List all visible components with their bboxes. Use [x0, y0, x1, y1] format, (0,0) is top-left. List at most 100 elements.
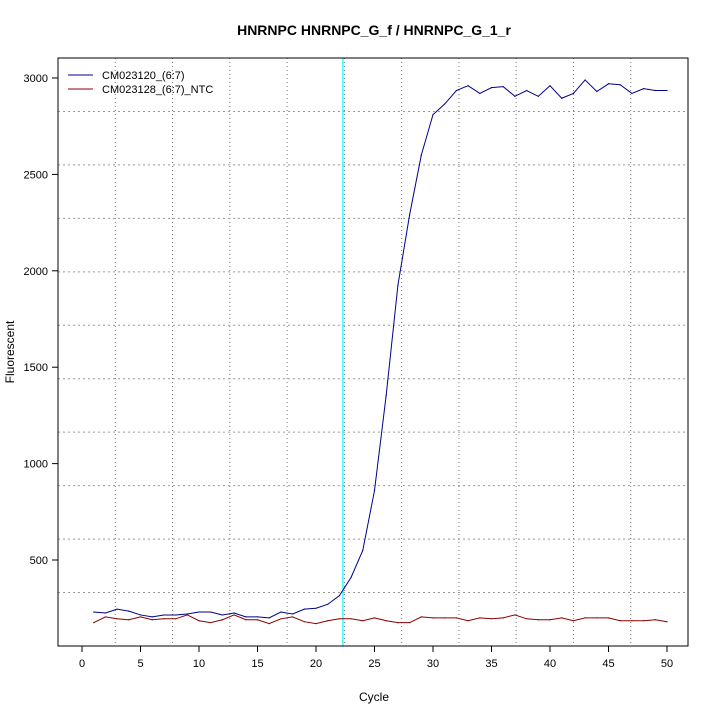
data-point [175, 614, 177, 616]
legend-label: CM023128_(6:7)_NTC [102, 84, 213, 96]
y-tick-label: 1000 [24, 459, 48, 471]
data-point [315, 607, 317, 609]
x-tick-label: 25 [368, 658, 380, 670]
data-point [104, 612, 106, 614]
y-tick-label: 2000 [24, 266, 48, 278]
data-point [303, 608, 305, 610]
data-point [280, 611, 282, 613]
data-point [619, 84, 621, 86]
data-point [139, 616, 142, 618]
data-point [397, 622, 399, 624]
data-point [221, 614, 223, 616]
data-point [175, 618, 177, 620]
plot-frame [57, 57, 689, 647]
data-point [631, 620, 633, 622]
data-point [537, 619, 539, 621]
data-point [373, 617, 376, 619]
data-point [350, 618, 352, 620]
data-point [420, 616, 422, 618]
data-point [654, 619, 656, 621]
data-point [526, 89, 528, 92]
data-point [467, 620, 469, 622]
data-point [350, 576, 352, 578]
x-tick-label: 0 [79, 658, 85, 670]
data-point [385, 394, 387, 396]
data-point [268, 617, 270, 619]
data-point [420, 154, 422, 156]
data-point [233, 612, 235, 614]
data-point [549, 85, 551, 87]
data-point [245, 619, 247, 621]
data-point [607, 617, 610, 619]
data-point [233, 614, 235, 616]
x-tick-label: 50 [661, 658, 673, 670]
data-point [245, 616, 247, 618]
data-point [186, 614, 188, 616]
data-point [444, 103, 446, 105]
data-point [432, 617, 434, 619]
legend-label: CM023120_(6:7) [102, 70, 185, 82]
data-point [654, 89, 656, 92]
data-point [537, 95, 539, 97]
x-tick-label: 40 [544, 658, 556, 670]
data-point [666, 621, 668, 623]
data-point [327, 603, 329, 605]
data-point [596, 617, 598, 619]
data-point [198, 620, 200, 622]
data-point [455, 617, 457, 619]
data-point [292, 616, 294, 618]
data-point [584, 79, 586, 81]
data-point [397, 284, 399, 286]
data-point [526, 618, 528, 620]
x-tick-label: 20 [310, 658, 322, 670]
data-point [151, 619, 153, 621]
data-point [572, 92, 575, 95]
legend: CM023120_(6:7) CM023128_(6:7)_NTC [68, 70, 213, 96]
data-point [373, 489, 376, 492]
x-tick-label: 5 [137, 658, 143, 670]
y-tick-label: 2500 [24, 169, 48, 181]
data-point [432, 114, 434, 116]
data-point [210, 622, 212, 624]
data-point [409, 622, 411, 624]
x-tick-label: 10 [193, 658, 205, 670]
data-point [455, 89, 457, 92]
x-tick-label: 30 [427, 658, 439, 670]
data-point [163, 614, 165, 616]
data-point [292, 613, 294, 615]
data-point [327, 620, 329, 622]
data-point [572, 620, 575, 622]
data-point [596, 90, 598, 93]
series-line-0 [93, 79, 667, 619]
y-tick-label: 500 [30, 555, 48, 567]
data-point [139, 614, 142, 616]
data-point [128, 610, 130, 612]
data-point [104, 616, 106, 618]
data-point [116, 608, 118, 610]
data-point [514, 95, 516, 97]
data-point [338, 618, 340, 620]
data-point [256, 619, 259, 621]
data-point [280, 618, 282, 620]
data-point [549, 619, 551, 621]
data-point [362, 549, 364, 551]
x-axis-label: Cycle [359, 690, 389, 704]
data-point [666, 89, 668, 92]
data-point [502, 86, 504, 88]
data-point [444, 617, 446, 619]
data-point [93, 611, 95, 613]
data-point [502, 617, 504, 619]
data-point [151, 616, 153, 618]
data-point [561, 617, 563, 619]
data-point [186, 613, 188, 615]
y-axis-label: Fluorescent [3, 320, 17, 383]
data-point [561, 97, 563, 99]
data-point [490, 618, 493, 620]
chart-title: HNRNPC HNRNPC_G_f / HNRNPC_G_1_r [237, 22, 511, 38]
x-tick-label: 35 [485, 658, 497, 670]
data-point [607, 83, 610, 85]
series-line-1 [93, 614, 668, 625]
data-point [584, 617, 586, 619]
